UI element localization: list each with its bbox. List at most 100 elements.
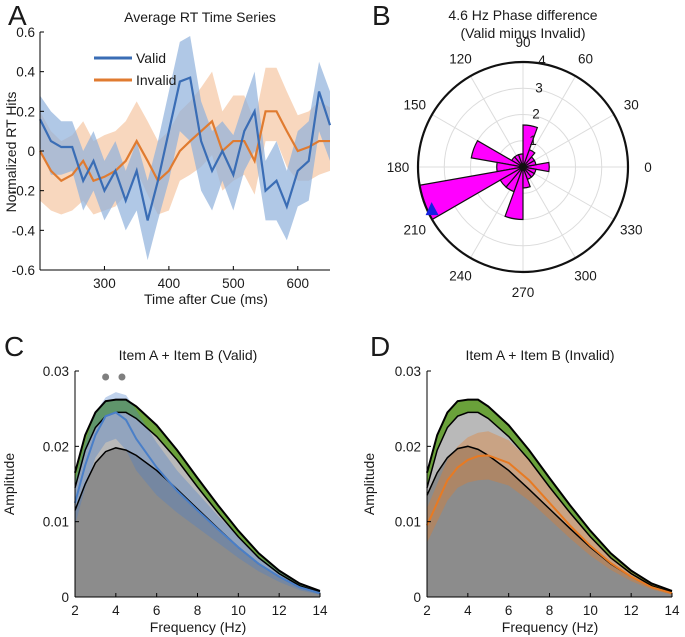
- polar-angle-label: 210: [403, 223, 426, 238]
- valid-error-band: [40, 35, 330, 261]
- panel-b-title: 4.6 Hz Phase difference: [448, 7, 597, 23]
- condition-error-band: [427, 431, 672, 595]
- x-tick-label: 10: [231, 603, 246, 618]
- significance-threshold-band: [75, 399, 320, 593]
- y-tick-label: 0.03: [395, 364, 421, 379]
- y-tick-label: 0: [27, 144, 35, 159]
- polar-angle-label: 330: [620, 223, 643, 238]
- x-tick-label: 14: [312, 603, 328, 618]
- significance-dot: [102, 373, 110, 381]
- panel-c-axes: 2 4 6 8 10 12 14 0 0.01 0.02 0.03: [43, 364, 328, 618]
- polar-angle-label: 180: [387, 160, 410, 175]
- panel-d-title: Item A + Item B (Invalid): [465, 347, 614, 363]
- x-tick-label: 2: [423, 603, 431, 618]
- panel-c-x-axis-label: Frequency (Hz): [150, 619, 246, 635]
- condition-mean-line: [426, 454, 673, 595]
- panel-d-plot-area: [426, 398, 673, 597]
- surrogate-mean-area: [427, 446, 672, 597]
- threshold-lower-line: [74, 411, 321, 594]
- x-tick-label: 300: [93, 276, 116, 291]
- x-tick-label: 500: [222, 276, 245, 291]
- panel-c-label: C: [4, 331, 24, 362]
- significance-threshold-band: [427, 399, 672, 593]
- condition-error-band: [75, 392, 320, 595]
- polar-angle-label: 270: [512, 285, 535, 300]
- significance-dot: [118, 373, 126, 381]
- panel-a-title: Average RT Time Series: [124, 9, 276, 25]
- polar-angle-label: 240: [449, 268, 472, 283]
- condition-mean-line: [74, 411, 321, 595]
- legend-invalid-label: Invalid: [136, 72, 176, 88]
- panel-c-plot-area: [74, 373, 321, 597]
- panel-d-y-axis-label: Amplitude: [361, 453, 377, 515]
- panel-c-title: Item A + Item B (Valid): [119, 347, 258, 363]
- legend-valid-label: Valid: [136, 50, 166, 66]
- panel-d: D Item A + Item B (Invalid) 2 4 6 8 10 12 14 0 0…: [361, 331, 680, 635]
- panel-b: B 4.6 Hz Phase difference (Valid minus I…: [372, 0, 652, 300]
- polar-angle-label: 90: [515, 35, 530, 50]
- polar-angle-label: 120: [449, 52, 472, 67]
- y-tick-label: -0.2: [12, 184, 35, 199]
- x-tick-label: 4: [112, 603, 120, 618]
- x-tick-label: 8: [546, 603, 554, 618]
- y-tick-label: 0: [61, 590, 69, 605]
- y-tick-label: 0.01: [395, 515, 421, 530]
- polar-radius-label: 3: [535, 80, 543, 95]
- polar-bin-wedge: [522, 124, 539, 168]
- threshold-upper-line: [426, 398, 673, 592]
- panel-a-axes: 300 400 500 600 -0.6 -0.4 -0.2 0 0.2 0.4 0.6: [12, 25, 330, 291]
- polar-radius-label: 2: [532, 107, 540, 122]
- x-tick-label: 12: [272, 603, 287, 618]
- x-tick-label: 600: [287, 276, 310, 291]
- y-tick-label: 0.02: [43, 439, 69, 454]
- x-tick-label: 2: [71, 603, 79, 618]
- polar-bin-wedge: [470, 139, 524, 168]
- panel-b-subtitle: (Valid minus Invalid): [460, 25, 585, 41]
- polar-bin-wedge: [522, 166, 537, 175]
- panel-d-x-axis-label: Frequency (Hz): [502, 619, 598, 635]
- polar-radius-label: 1: [529, 133, 537, 148]
- panel-b-polar-plot: 1 2 3 4 0 30 60 90 120 150 180 210 240 270 300 330: [387, 35, 652, 300]
- y-tick-label: 0.01: [43, 515, 69, 530]
- panel-a-legend: Valid Invalid: [94, 50, 176, 88]
- x-tick-label: 14: [664, 603, 680, 618]
- surrogate-distribution-band: [75, 412, 320, 594]
- polar-angle-label: 60: [578, 52, 593, 67]
- y-tick-label: 0.2: [16, 104, 35, 119]
- x-tick-label: 6: [505, 603, 513, 618]
- valid-series-line: [39, 76, 332, 221]
- polar-radius-label: 4: [538, 53, 546, 68]
- polar-angle-label: 150: [403, 98, 426, 113]
- panel-c: C Item A + Item B (Valid) 2 4 6 8 10 12 14 0 0.0…: [1, 331, 328, 635]
- threshold-upper-line: [74, 398, 321, 592]
- polar-angle-label: 0: [644, 160, 652, 175]
- panel-c-y-axis-label: Amplitude: [1, 453, 17, 515]
- y-tick-label: 0.02: [395, 439, 421, 454]
- y-tick-label: 0.6: [16, 25, 35, 40]
- panel-a-x-axis-label: Time after Cue (ms): [144, 291, 268, 307]
- x-tick-label: 12: [624, 603, 639, 618]
- y-tick-label: 0.03: [43, 364, 69, 379]
- polar-angle-label: 300: [574, 268, 597, 283]
- x-tick-label: 4: [464, 603, 472, 618]
- panel-d-label: D: [370, 331, 390, 362]
- y-tick-label: 0.4: [16, 65, 35, 80]
- threshold-lower-line: [426, 411, 673, 594]
- panel-a-y-axis-label: Normalized RT Hits: [3, 92, 19, 213]
- polar-angle-label: 30: [624, 98, 639, 113]
- x-tick-label: 10: [583, 603, 598, 618]
- x-tick-label: 8: [194, 603, 202, 618]
- panel-a-label: A: [8, 0, 27, 31]
- mean-phase-marker: [425, 202, 439, 216]
- polar-bin-wedge: [504, 166, 524, 221]
- surrogate-mean-area: [75, 447, 320, 597]
- panel-b-label: B: [372, 0, 391, 31]
- panel-a: A Average RT Time Series 300 400 500 600 -0.…: [3, 0, 332, 307]
- y-tick-label: -0.6: [12, 263, 35, 278]
- polar-bin-wedge: [522, 161, 550, 173]
- y-tick-label: 0: [413, 590, 421, 605]
- panel-a-plot-area: [39, 35, 332, 261]
- x-tick-label: 400: [158, 276, 181, 291]
- panel-d-axes: 2 4 6 8 10 12 14 0 0.01 0.02 0.03: [395, 364, 680, 618]
